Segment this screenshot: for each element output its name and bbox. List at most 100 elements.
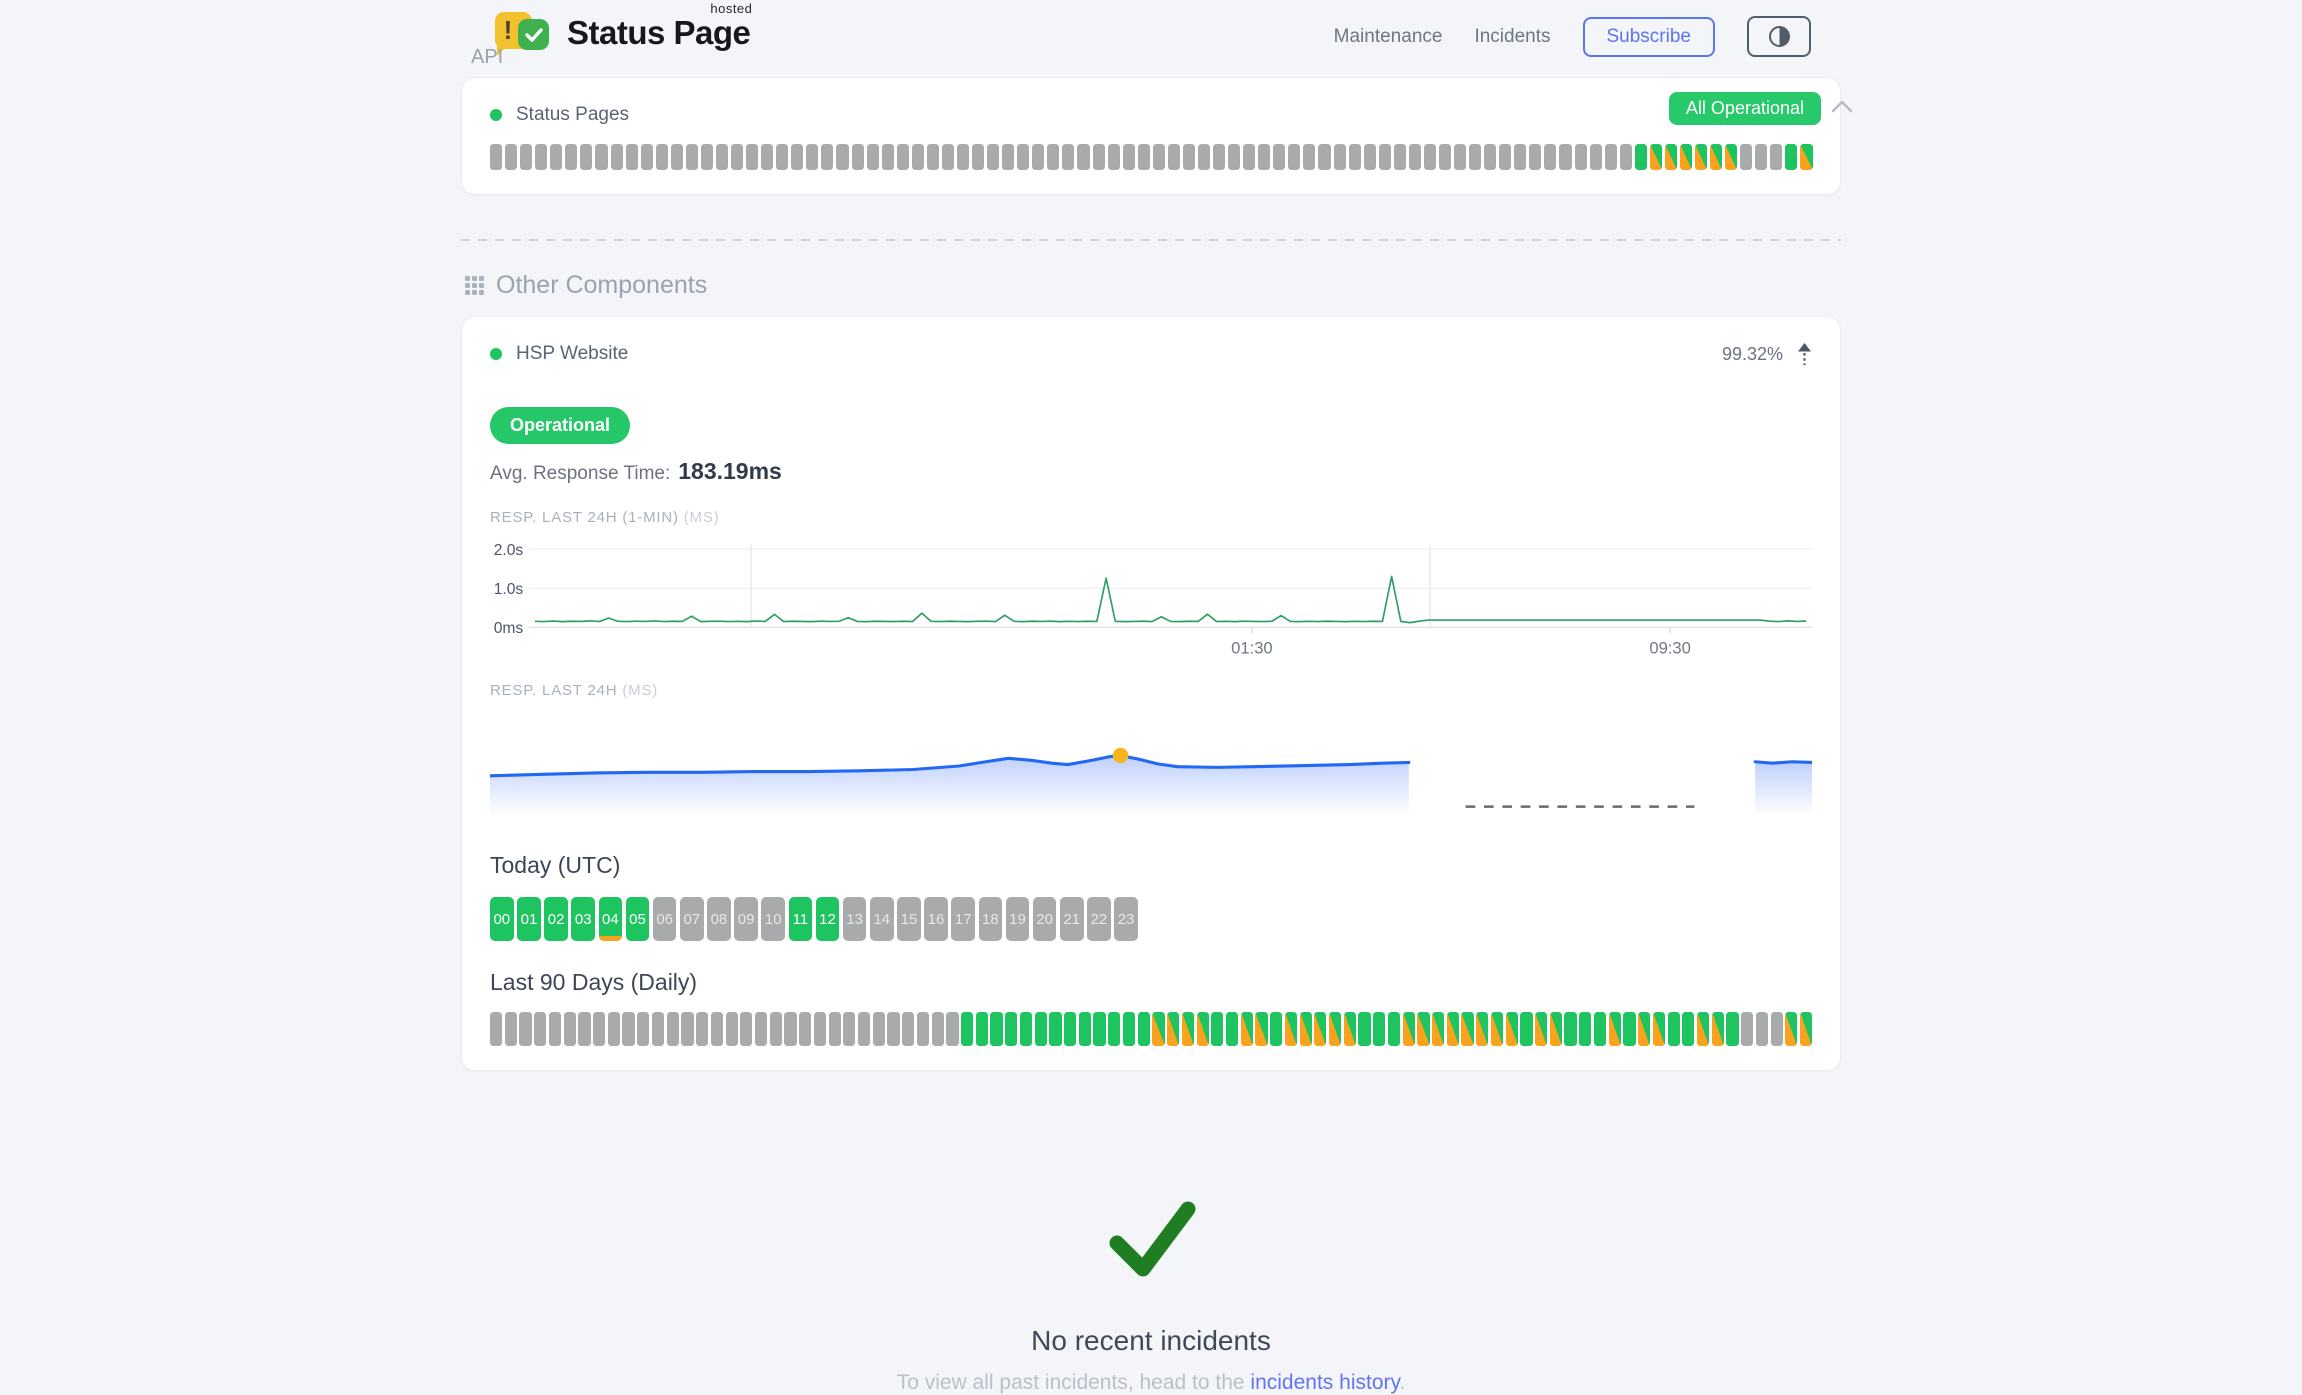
collapse-arrow-icon[interactable] [1797, 342, 1812, 366]
uptime-bar [1137, 144, 1150, 170]
uptime-bar [1589, 144, 1602, 170]
uptime-bar [1454, 144, 1467, 170]
hour-block-22: 22 [1087, 897, 1111, 941]
contrast-icon [1768, 26, 1790, 47]
nav-maintenance[interactable]: Maintenance [1333, 25, 1443, 47]
uptime-bar [1549, 1012, 1562, 1046]
uptime-percentage: 99.32% [1721, 343, 1783, 364]
avg-response-value: 183.19ms [678, 458, 782, 484]
theme-toggle-button[interactable] [1747, 16, 1811, 57]
uptime-bar [1255, 1012, 1268, 1046]
today-hour-blocks: 00 01 02 03 04 05 06 07 08 09 10 11 12 13 14 15 16 17 18 19… [490, 897, 1138, 941]
uptime-bar [1343, 1012, 1356, 1046]
today-utc-label: Today (UTC) [490, 852, 621, 878]
uptime-bar [1408, 144, 1421, 170]
resp-1min-label: RESP. LAST 24H (1-MIN) [490, 509, 679, 526]
hour-block-10: 10 [761, 897, 786, 941]
uptime-bar [1446, 1012, 1459, 1046]
uptime-bar [784, 1012, 797, 1046]
uptime-bar [1638, 1012, 1651, 1046]
uptime-bar [666, 1012, 679, 1046]
chevron-up-icon[interactable] [1831, 100, 1853, 113]
uptime-bar [535, 144, 548, 170]
uptime-bar [1303, 144, 1316, 170]
uptime-bar [791, 144, 804, 170]
uptime-bar [1228, 144, 1241, 170]
uptime-bar [1213, 144, 1226, 170]
uptime-bar [1092, 144, 1105, 170]
svg-text:1.0s: 1.0s [494, 581, 524, 598]
uptime-bar [1122, 1012, 1136, 1046]
hour-block-04: 04 [598, 897, 623, 941]
uptime-bar [1314, 1012, 1327, 1046]
uptime-bar [857, 1012, 871, 1046]
uptime-bar [1017, 144, 1030, 170]
uptime-bar [1726, 1012, 1739, 1046]
uptime-bar [754, 1012, 768, 1046]
hour-block-14: 14 [869, 897, 894, 941]
uptime-bar [1652, 1012, 1665, 1046]
uptime-bar [1593, 1012, 1607, 1046]
uptime-bar [1299, 1012, 1312, 1046]
uptime-bar [1579, 1012, 1592, 1046]
uptime-bar [1005, 1012, 1018, 1046]
uptime-bar [696, 1012, 709, 1046]
hour-block-20: 20 [1032, 897, 1057, 941]
uptime-bar [746, 144, 759, 170]
uptime-bar [1469, 144, 1482, 170]
uptime-bar [1514, 144, 1527, 170]
uptime-bar [1679, 144, 1692, 170]
uptime-bar [926, 144, 939, 170]
uptime-bar [505, 144, 518, 170]
uptime-bar [1240, 1012, 1253, 1046]
subscribe-button[interactable]: Subscribe [1582, 16, 1715, 57]
uptime-bar [1711, 1012, 1724, 1046]
component-card-status-pages: Status Pages 99.91% ↻ [461, 77, 1841, 195]
uptime-bar [941, 144, 954, 170]
uptime-bar [740, 1012, 753, 1046]
uptime-bar [681, 1012, 694, 1046]
uptime-bar [1608, 1012, 1621, 1046]
uptime-bar [1461, 1012, 1474, 1046]
incidents-history-link[interactable]: incidents history [1250, 1371, 1400, 1394]
hour-block-23: 23 [1114, 897, 1138, 941]
status-badge[interactable]: All Operational [1668, 92, 1821, 125]
uptime-bar [851, 144, 864, 170]
uptime-bar [1373, 1012, 1386, 1046]
uptime-bar [637, 1012, 650, 1046]
section-title-other-components: Other Components [496, 271, 708, 299]
uptime-bar [1318, 144, 1331, 170]
nav-incidents[interactable]: Incidents [1474, 25, 1551, 47]
uptime-bar [1270, 1012, 1283, 1046]
uptime-bar [1348, 144, 1361, 170]
uptime-bar [1667, 1012, 1680, 1046]
uptime-bar [1476, 1012, 1489, 1046]
uptime-bar [1710, 144, 1723, 170]
uptime-bar [1799, 1012, 1813, 1046]
uptime-bar [1682, 1012, 1695, 1046]
svg-text:09:30: 09:30 [1649, 639, 1691, 658]
uptime-bar [1167, 144, 1180, 170]
uptime-bar [911, 144, 924, 170]
header: ! Status Page hosted Maintenance Inciden… [0, 0, 2302, 57]
check-icon [524, 27, 543, 42]
hour-block-01: 01 [517, 897, 541, 941]
incidents-subtitle: To view all past incidents, head to the … [896, 1371, 1406, 1394]
hour-block-15: 15 [897, 897, 921, 941]
component-card-hsp-website: HSP Website 99.32% Operational Avg. Resp… [461, 316, 1841, 1071]
uptime-bar [1741, 1012, 1754, 1046]
uptime-bar [1034, 1012, 1047, 1046]
uptime-bar [1284, 1012, 1298, 1046]
uptime-bar [1077, 144, 1090, 170]
no-recent-incidents-title: No recent incidents [1031, 1325, 1271, 1356]
uptime-bar [1363, 144, 1376, 170]
uptime-bar [625, 144, 638, 170]
uptime-bar [956, 144, 969, 170]
uptime-bar [1108, 1012, 1121, 1046]
status-dot [490, 348, 502, 360]
uptime-bar [1387, 1012, 1401, 1046]
uptime-bar [881, 144, 894, 170]
uptime-bar [1574, 144, 1587, 170]
uptime-bar [715, 144, 728, 170]
uptime-bar [1328, 1012, 1342, 1046]
